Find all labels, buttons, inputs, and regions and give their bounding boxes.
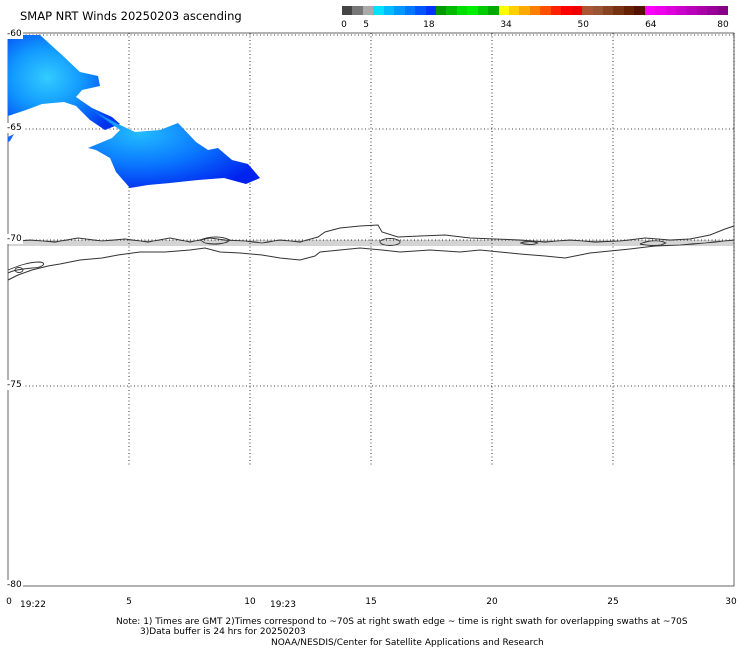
color-scale-segment <box>529 6 541 15</box>
footer-credit: NOAA/NESDIS/Center for Satellite Applica… <box>271 638 544 648</box>
color-scale-segment <box>696 6 708 15</box>
color-scale-segment <box>509 6 520 15</box>
color-scale-segment <box>446 6 457 15</box>
color-scale-segment <box>665 6 676 15</box>
lon-label-20: 20 <box>486 597 498 607</box>
wind-swath-lower <box>88 110 260 188</box>
color-scale-segment <box>676 6 687 15</box>
lat-label-75: -75 <box>6 380 23 390</box>
color-scale-label: 64 <box>645 20 657 30</box>
ice-edge-hatch <box>8 240 734 246</box>
color-scale-label: 0 <box>341 20 347 30</box>
color-scale-segment <box>467 6 478 15</box>
color-scale-segment <box>394 6 405 15</box>
island-1 <box>14 267 24 273</box>
color-scale-segment <box>634 6 645 15</box>
color-scale-label: 80 <box>717 20 729 30</box>
color-scale-label: 18 <box>423 20 435 30</box>
lon-label-0: 0 <box>6 597 12 607</box>
color-scale-segment <box>342 6 353 15</box>
color-scale-segment <box>362 6 374 15</box>
coastline-outer <box>7 224 735 244</box>
lon-label-10: 10 <box>244 597 256 607</box>
coastline-inner <box>7 239 735 281</box>
wind-swath-fragment <box>8 134 14 142</box>
color-scale-segment <box>644 6 656 15</box>
color-scale-segment <box>352 6 363 15</box>
color-scale-segment <box>686 6 697 15</box>
time-label-1: 19:22 <box>20 600 46 610</box>
color-scale-segment <box>717 6 729 15</box>
color-scale-segment <box>373 6 384 15</box>
color-scale-segment <box>456 6 468 15</box>
lon-label-5: 5 <box>126 597 132 607</box>
color-scale-segment <box>540 6 551 15</box>
lat-label-60: -60 <box>6 29 23 39</box>
color-scale-segment <box>498 6 509 15</box>
coastline-detail-2 <box>198 236 231 245</box>
wind-speed-color-scale <box>342 6 729 15</box>
color-scale-segment <box>477 6 489 15</box>
color-scale-label: 34 <box>500 20 512 30</box>
color-scale-segment <box>592 6 603 15</box>
color-scale-segment <box>435 6 447 15</box>
color-scale-segment <box>550 6 562 15</box>
wind-swath-upper <box>8 35 120 130</box>
lat-label-65: -65 <box>6 123 23 133</box>
color-scale-segment <box>602 6 614 15</box>
coastline-detail-3 <box>639 240 668 246</box>
color-scale-segment <box>707 6 718 15</box>
color-scale-segment <box>561 6 572 15</box>
color-scale-segment <box>571 6 583 15</box>
island-2 <box>379 238 401 246</box>
map-title: SMAP NRT Winds 20250203 ascending <box>20 9 242 23</box>
color-scale-segment <box>655 6 666 15</box>
footer-note-line1: Note: 1) Times are GMT 2)Times correspon… <box>116 617 688 627</box>
color-scale-segment <box>415 6 426 15</box>
footer-note-line2: 3)Data buffer is 24 hrs for 20250203 <box>140 627 306 637</box>
coastline-detail-1 <box>7 261 45 274</box>
lat-label-70: -70 <box>6 234 23 244</box>
coastline-detail-4 <box>519 241 540 245</box>
color-scale-segment <box>519 6 530 15</box>
color-scale-segment <box>383 6 395 15</box>
color-scale-segment <box>613 6 624 15</box>
color-scale-label: 50 <box>577 20 589 30</box>
lon-label-30: 30 <box>725 597 737 607</box>
color-scale-segment <box>623 6 635 15</box>
lon-label-15: 15 <box>365 597 377 607</box>
color-scale-segment <box>425 6 436 15</box>
lon-label-25: 25 <box>607 597 619 607</box>
color-scale-label: 5 <box>363 20 369 30</box>
time-label-2: 19:23 <box>270 600 296 610</box>
color-scale-segment <box>404 6 416 15</box>
color-scale-segment <box>488 6 499 15</box>
color-scale-segment <box>582 6 593 15</box>
lat-label-80: -80 <box>6 580 23 590</box>
